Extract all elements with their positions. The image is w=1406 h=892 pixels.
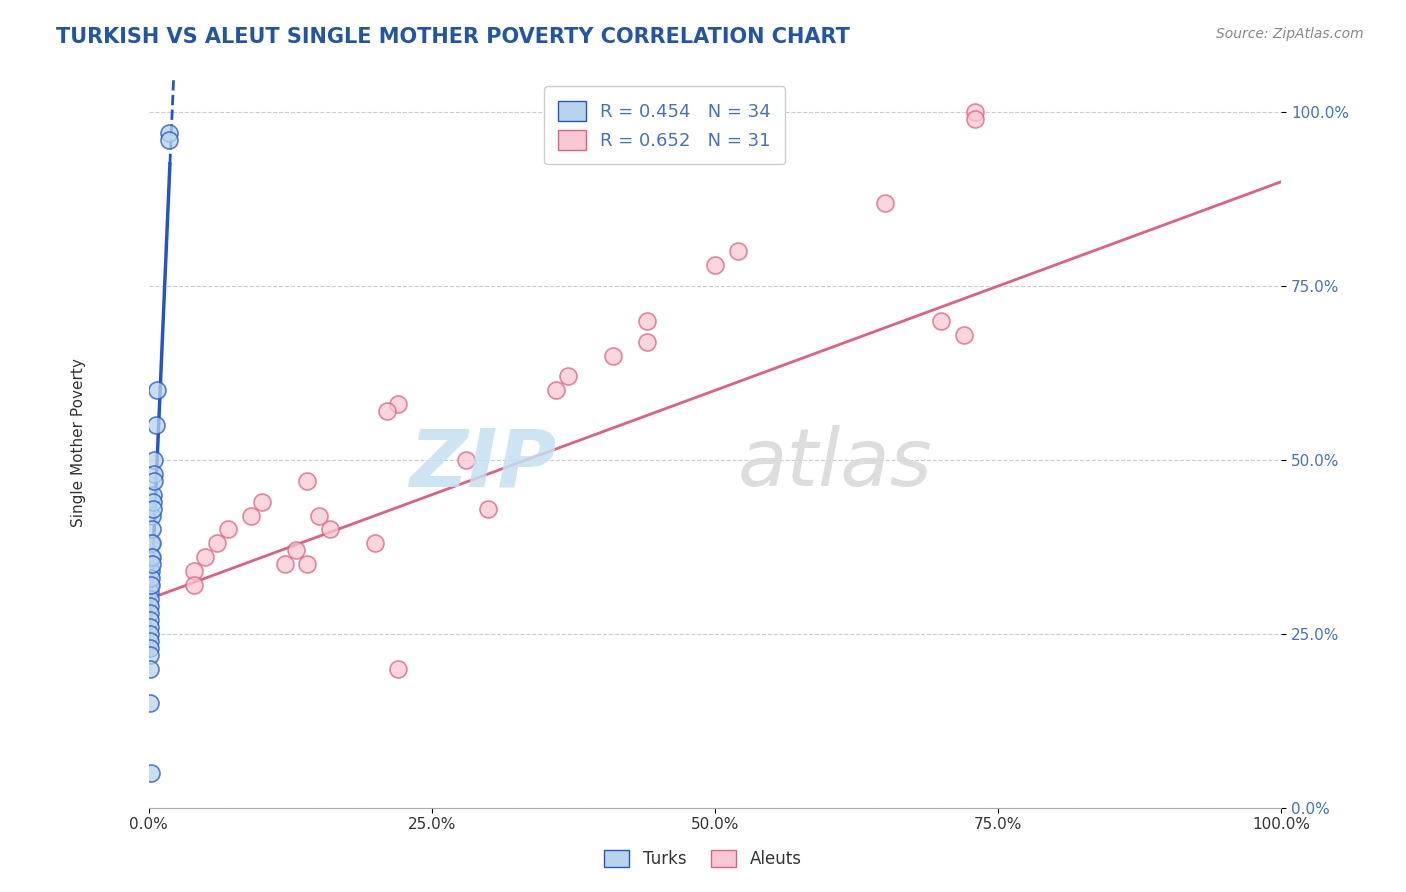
Point <box>139 585 162 599</box>
Point <box>194 550 217 565</box>
Point <box>284 543 307 558</box>
Point <box>319 523 342 537</box>
Point <box>141 558 163 572</box>
Point <box>297 474 319 488</box>
Point <box>142 501 165 516</box>
Point <box>143 467 166 481</box>
Point <box>387 397 409 411</box>
Point <box>139 640 162 655</box>
Point <box>965 112 987 127</box>
Point <box>139 578 162 592</box>
Point <box>454 453 477 467</box>
Point <box>183 578 205 592</box>
Text: Source: ZipAtlas.com: Source: ZipAtlas.com <box>1216 27 1364 41</box>
Point <box>139 620 162 634</box>
Point <box>636 334 658 349</box>
Point <box>139 648 162 662</box>
Text: ZIP: ZIP <box>409 425 557 503</box>
Point <box>139 662 162 676</box>
Point <box>141 523 163 537</box>
Point <box>145 384 167 398</box>
Point <box>139 599 162 613</box>
Point <box>139 571 162 585</box>
Point <box>546 384 568 398</box>
Point <box>139 697 162 711</box>
Point <box>239 508 262 523</box>
Point <box>142 494 165 508</box>
Point <box>141 550 163 565</box>
Point <box>873 195 896 210</box>
Point <box>139 578 162 592</box>
Point <box>143 474 166 488</box>
Point <box>217 523 239 537</box>
Point <box>636 314 658 328</box>
Point <box>139 564 162 578</box>
Point <box>139 633 162 648</box>
Point <box>602 349 624 363</box>
Point <box>205 536 228 550</box>
Point <box>703 258 725 272</box>
Point <box>183 564 205 578</box>
Point <box>953 327 976 342</box>
Point <box>139 765 162 780</box>
Point <box>142 488 165 502</box>
Point <box>139 592 162 607</box>
Point <box>250 494 273 508</box>
Point <box>931 314 953 328</box>
Y-axis label: Single Mother Poverty: Single Mother Poverty <box>72 358 86 527</box>
Point <box>139 536 162 550</box>
Point <box>273 558 295 572</box>
Point <box>477 501 499 516</box>
Point <box>308 508 330 523</box>
Text: atlas: atlas <box>738 425 932 503</box>
Point <box>139 627 162 641</box>
Point <box>387 662 409 676</box>
Point <box>557 369 579 384</box>
Point <box>727 244 749 259</box>
Point <box>965 105 987 120</box>
Point <box>139 613 162 627</box>
Point <box>139 606 162 620</box>
Point <box>141 508 163 523</box>
Point <box>143 453 166 467</box>
Point <box>157 133 180 147</box>
Text: TURKISH VS ALEUT SINGLE MOTHER POVERTY CORRELATION CHART: TURKISH VS ALEUT SINGLE MOTHER POVERTY C… <box>56 27 851 46</box>
Point <box>145 418 167 433</box>
Point <box>375 404 398 418</box>
Legend: Turks, Aleuts: Turks, Aleuts <box>598 843 808 875</box>
Point <box>297 558 319 572</box>
Point <box>139 550 162 565</box>
Point <box>141 536 163 550</box>
Legend: R = 0.454   N = 34, R = 0.652   N = 31: R = 0.454 N = 34, R = 0.652 N = 31 <box>544 87 785 164</box>
Point <box>157 126 180 140</box>
Point <box>364 536 387 550</box>
